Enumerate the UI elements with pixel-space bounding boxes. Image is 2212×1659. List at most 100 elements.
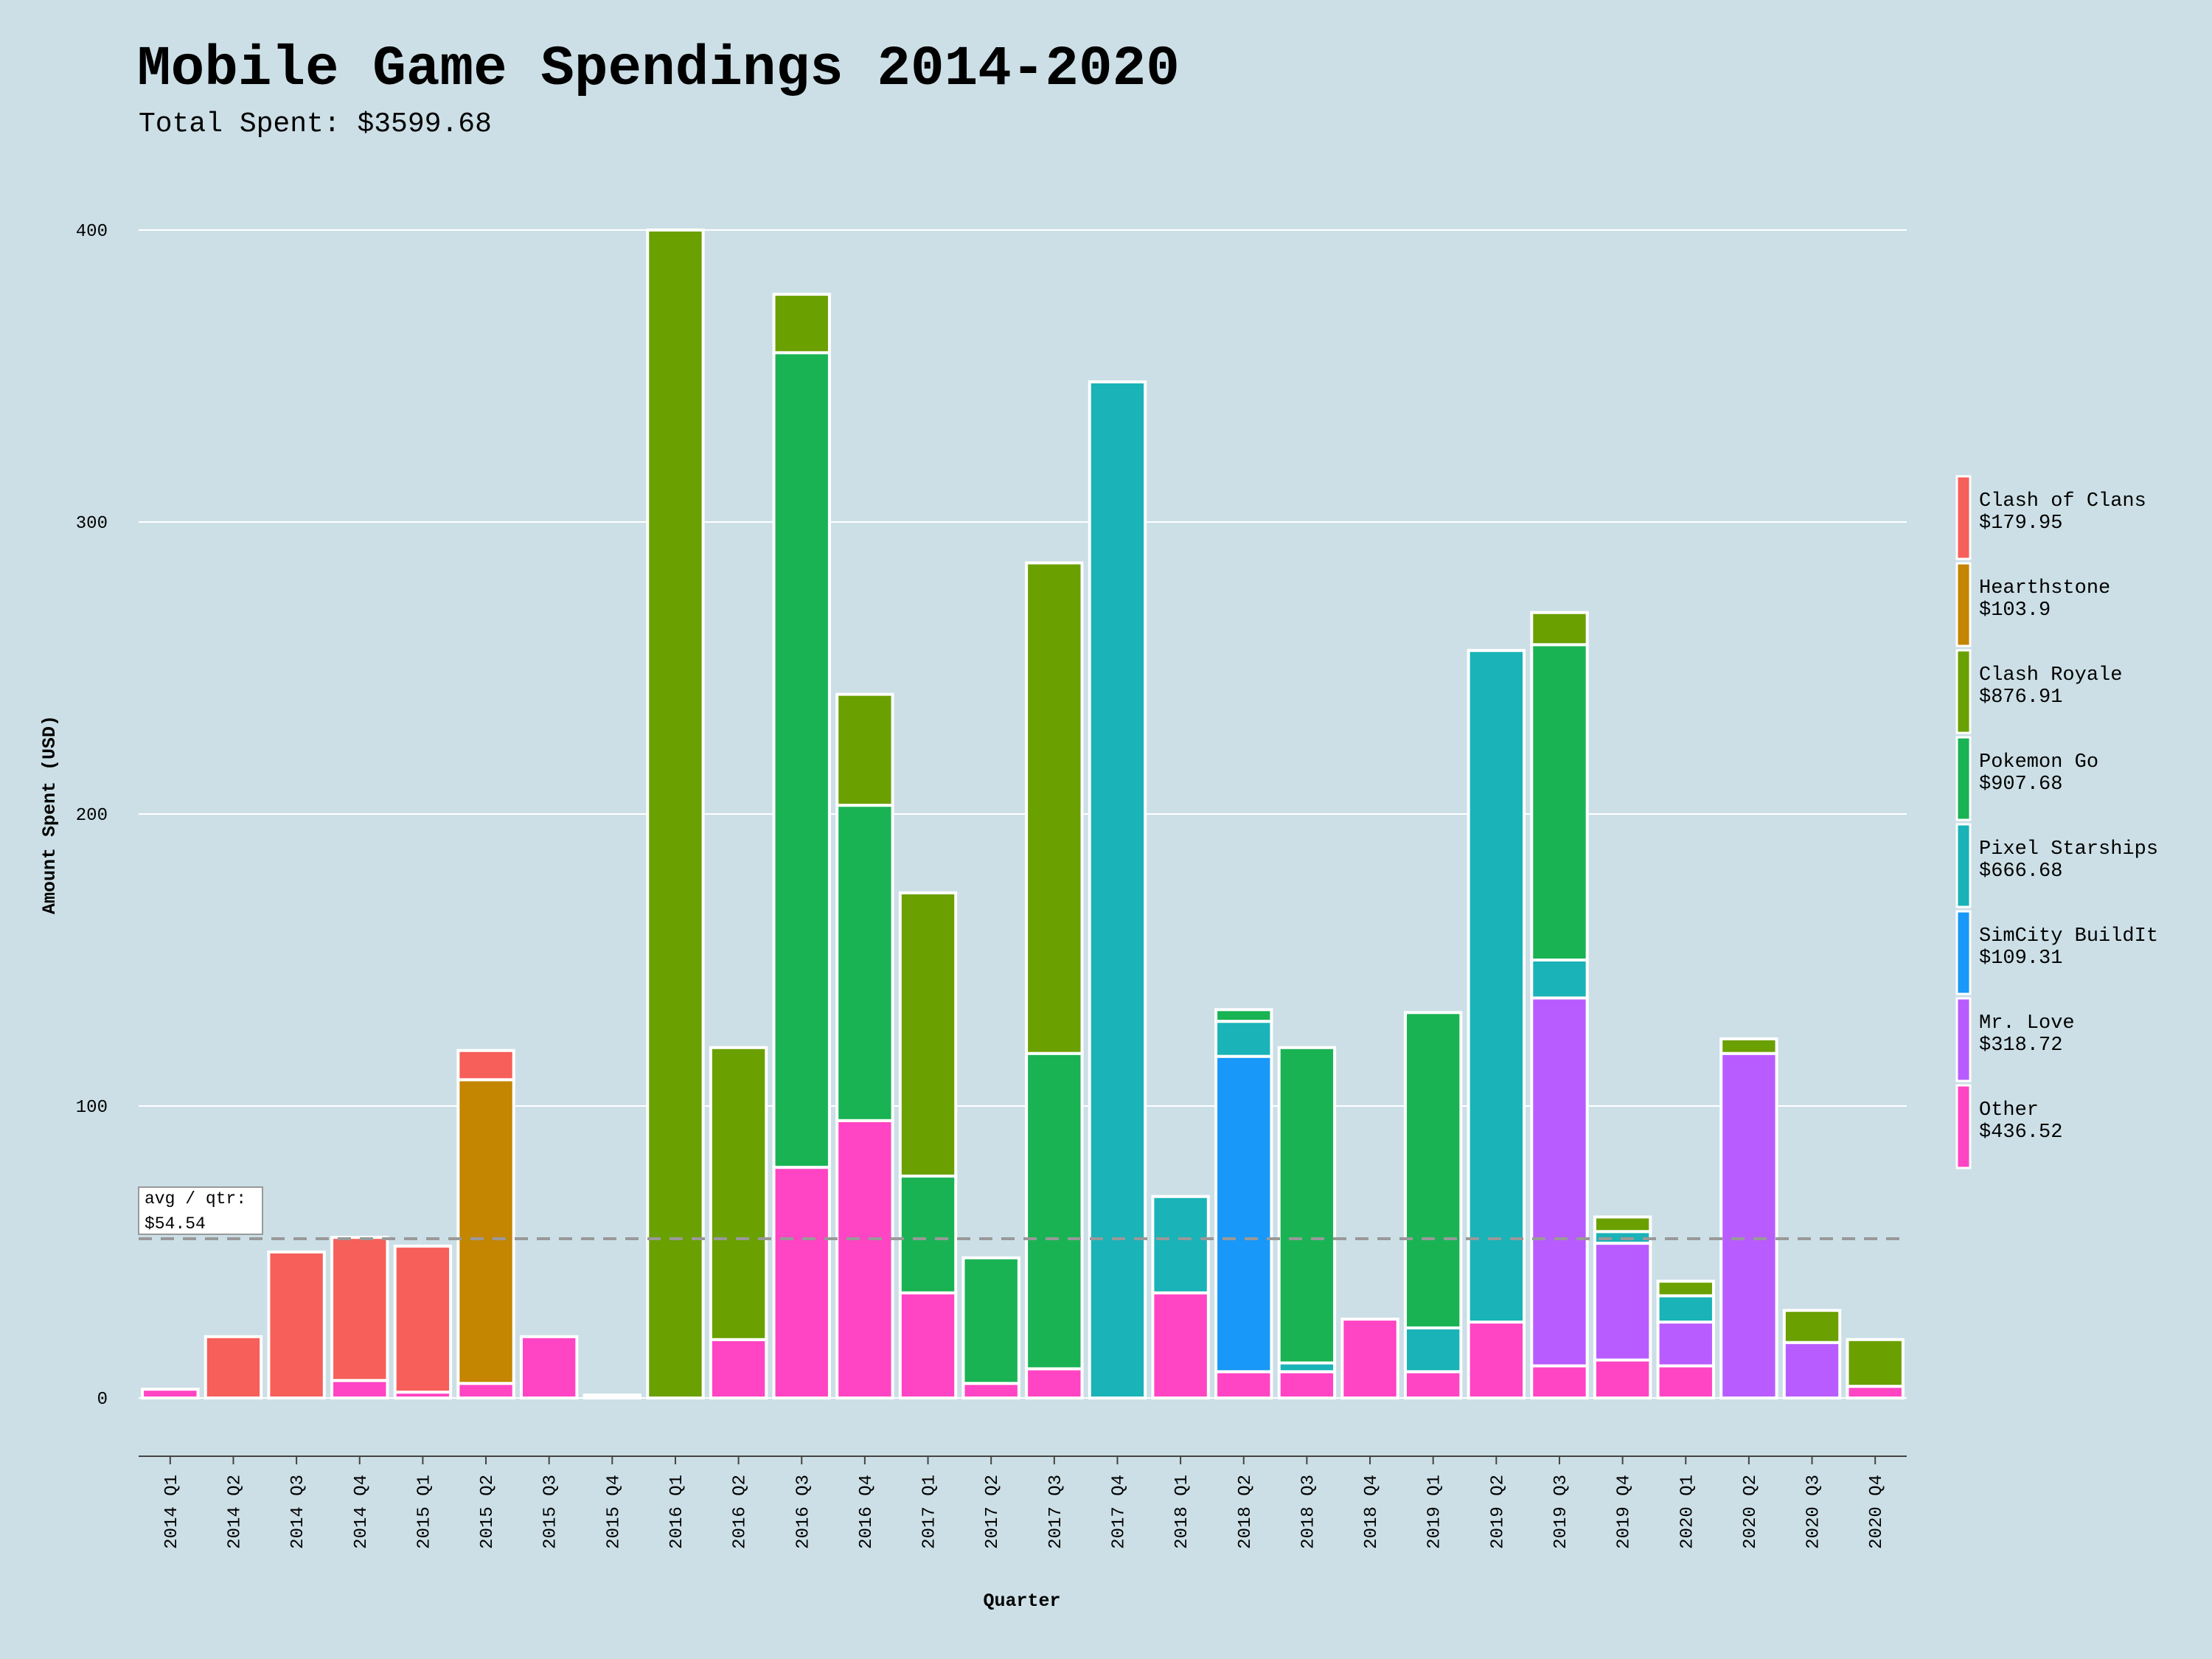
bar-segment: [1782, 1309, 1842, 1344]
legend-series-total: $318.72: [1979, 1034, 2062, 1057]
x-tick-label: 2020 Q1: [1677, 1475, 1697, 1549]
bar-segment: [1593, 1215, 1652, 1234]
bar-segment: [330, 1236, 389, 1382]
legend-swatch: [1955, 649, 1972, 734]
chart-title: Mobile Game Spendings 2014-2020: [137, 38, 1180, 101]
bar-segment: [1656, 1294, 1715, 1324]
chart-subtitle: Total Spent: $3599.68: [139, 108, 492, 140]
legend-swatch: [1955, 997, 1972, 1082]
x-tick-label: 2015 Q1: [414, 1475, 434, 1549]
bar-segment: [709, 1338, 768, 1400]
bar-segment: [1467, 1321, 1526, 1400]
x-tick-label: 2017 Q1: [920, 1475, 940, 1549]
legend: Clash of Clans$179.95 Hearthstone$103.9 Cl…: [1955, 475, 2158, 1169]
y-tick-label: 0: [97, 1390, 108, 1410]
x-tick-label: 2017 Q2: [983, 1475, 1003, 1549]
y-axis-title: Amount Spent (USD): [39, 715, 60, 914]
x-tick-label: 2016 Q3: [793, 1475, 813, 1549]
bar-segment: [646, 229, 705, 1399]
legend-swatch: [1955, 475, 1972, 560]
average-label-box: [138, 1186, 263, 1235]
bar-segment: [1340, 1318, 1399, 1399]
x-tick-label: 2018 Q3: [1298, 1475, 1318, 1549]
bar-segment: [330, 1379, 389, 1399]
bar-segment: [961, 1382, 1020, 1399]
legend-series-name: Clash Royale: [1979, 664, 2122, 686]
legend-series-name: Clash of Clans: [1979, 490, 2146, 512]
x-tick-label: 2019 Q1: [1425, 1475, 1445, 1549]
bar-segment: [1088, 380, 1147, 1399]
bar-segment: [1782, 1340, 1842, 1400]
legend-series-total: $436.52: [1979, 1121, 2062, 1144]
x-tick-label: 2019 Q3: [1551, 1475, 1571, 1549]
bar-segment: [1593, 1242, 1652, 1362]
bar-segment: [1214, 1370, 1273, 1399]
x-tick-label: 2020 Q2: [1741, 1475, 1761, 1549]
average-label: avg / qtr:: [145, 1189, 246, 1208]
bar-segment: [141, 1388, 200, 1399]
legend-series-total: $876.91: [1979, 686, 2062, 709]
legend-series-name: Pokemon Go: [1979, 751, 2098, 773]
legend-series-name: Mr. Love: [1979, 1012, 2075, 1034]
bar-segment: [1467, 649, 1526, 1324]
bar-segment: [519, 1335, 579, 1399]
y-axis-ticks: 0 100 200 300 400: [76, 222, 108, 1410]
bar-segment: [1846, 1338, 1905, 1388]
x-tick-label: 2014 Q1: [162, 1475, 182, 1549]
legend-series-total: $666.68: [1979, 860, 2062, 883]
x-tick-label: 2015 Q4: [604, 1475, 624, 1549]
x-tick-label: 2016 Q1: [667, 1475, 687, 1549]
legend-series-name: Pixel Starships: [1979, 838, 2158, 860]
average-value: $54.54: [145, 1214, 206, 1234]
bar-segment: [1151, 1194, 1210, 1295]
bar-segment: [456, 1048, 515, 1082]
bar-segment: [835, 804, 894, 1122]
bar-segment: [1214, 1020, 1273, 1058]
bar-segment: [1530, 996, 1589, 1368]
legend-series-total: $907.68: [1979, 773, 2062, 796]
bar-segment: [772, 351, 831, 1169]
bar-segment: [1719, 1037, 1778, 1055]
x-tick-label: 2014 Q2: [225, 1475, 245, 1549]
bar-segment: [1277, 1370, 1337, 1399]
bar-segment: [1846, 1385, 1905, 1400]
bar-segment: [835, 692, 894, 807]
x-tick-label: 2020 Q4: [1867, 1475, 1887, 1549]
bar-segment: [1403, 1326, 1463, 1374]
bar-segment: [1719, 1051, 1778, 1399]
legend-swatch: [1955, 910, 1972, 995]
legend-series-name: Hearthstone: [1979, 577, 2110, 599]
bar-segment: [898, 1175, 958, 1295]
bar-segment: [1025, 561, 1084, 1055]
x-tick-label: 2014 Q3: [288, 1475, 308, 1549]
bar-segment: [1656, 1364, 1715, 1399]
bar-segment: [1403, 1011, 1463, 1329]
x-tick-label: 2015 Q2: [478, 1475, 498, 1549]
x-tick-label: 2018 Q2: [1236, 1475, 1256, 1549]
bar-segment: [772, 293, 831, 355]
bar-segment: [582, 1394, 642, 1400]
bar-segment: [709, 1046, 768, 1341]
legend-series-total: $179.95: [1979, 512, 2062, 535]
bar-segment: [1593, 1358, 1652, 1400]
x-tick-label: 2016 Q4: [857, 1475, 877, 1549]
x-tick-label: 2017 Q4: [1109, 1475, 1129, 1549]
average-annotation: avg / qtr: $54.54: [138, 1186, 1907, 1241]
legend-swatch: [1955, 1084, 1972, 1169]
x-tick-label: 2014 Q4: [352, 1475, 372, 1549]
bar-segment: [393, 1245, 453, 1394]
bar-segment: [1530, 643, 1589, 961]
y-tick-label: 400: [76, 222, 108, 242]
bar-segment: [1656, 1279, 1715, 1298]
x-axis-ticks: 2014 Q1 2014 Q2 2014 Q3 2014 Q4 2015 Q1 2015 …: [162, 1456, 1887, 1549]
bar-segment: [898, 891, 958, 1178]
bar-segment: [1530, 1364, 1589, 1399]
bar-segment: [1214, 1008, 1273, 1023]
x-tick-label: 2015 Q3: [541, 1475, 561, 1549]
bar-segment: [204, 1335, 263, 1399]
legend-series-name: SimCity BuildIt: [1979, 925, 2158, 947]
bar-segment: [898, 1291, 958, 1399]
legend-swatch: [1955, 562, 1972, 647]
bar-segment: [1403, 1370, 1463, 1399]
legend-swatch: [1955, 823, 1972, 908]
